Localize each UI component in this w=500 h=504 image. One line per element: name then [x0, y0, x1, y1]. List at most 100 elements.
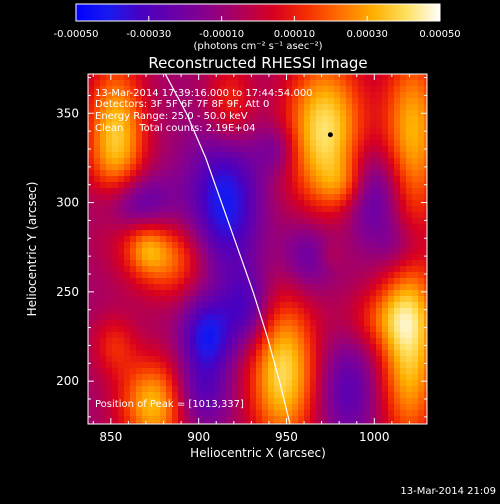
heatmap-cell [112, 272, 119, 279]
heatmap-cell [148, 422, 155, 424]
heatmap-cell [232, 314, 239, 321]
heatmap-cell [178, 224, 185, 231]
heatmap-cell [214, 368, 221, 375]
heatmap-cell [172, 266, 179, 273]
heatmap-cell [118, 176, 125, 183]
heatmap-cell [184, 116, 191, 123]
heatmap-cell [328, 128, 335, 135]
heatmap-cell [304, 92, 311, 99]
heatmap-cell [412, 80, 419, 87]
heatmap-cell [184, 404, 191, 411]
heatmap-cell [160, 278, 167, 285]
heatmap-cell [394, 122, 401, 129]
heatmap-cell [214, 116, 221, 123]
heatmap-cell [400, 86, 407, 93]
heatmap-cell [406, 188, 413, 195]
heatmap-cell [148, 314, 155, 321]
heatmap-cell [136, 194, 143, 201]
heatmap-cell [358, 350, 365, 357]
heatmap-cell [118, 74, 125, 81]
heatmap-cell [352, 410, 359, 417]
heatmap-cell [130, 236, 137, 243]
heatmap-cell [418, 314, 425, 321]
heatmap-cell [244, 176, 251, 183]
heatmap-cell [130, 116, 137, 123]
heatmap-cell [244, 296, 251, 303]
heatmap-cell [142, 314, 149, 321]
heatmap-cell [190, 410, 197, 417]
heatmap-cell [370, 410, 377, 417]
heatmap-cell [322, 92, 329, 99]
heatmap-cell [316, 134, 323, 141]
heatmap-cell [358, 200, 365, 207]
heatmap-cell [124, 356, 131, 363]
heatmap-cell [268, 80, 275, 87]
heatmap-cell [208, 404, 215, 411]
heatmap-cell [358, 122, 365, 129]
heatmap-cell [142, 134, 149, 141]
heatmap-cell [124, 140, 131, 147]
heatmap-cell [334, 296, 341, 303]
heatmap-cell [346, 356, 353, 363]
heatmap-cell [238, 98, 245, 105]
heatmap-cell [358, 386, 365, 393]
heatmap-cell [238, 110, 245, 117]
heatmap-cell [244, 266, 251, 273]
heatmap-cell [166, 248, 173, 255]
heatmap-cell [352, 218, 359, 225]
annotation-method: Clean Total counts: 2.19E+04 [95, 123, 255, 134]
heatmap-cell [418, 254, 425, 261]
heatmap-cell [304, 290, 311, 297]
heatmap-cell [280, 272, 287, 279]
heatmap-cell [292, 416, 299, 423]
heatmap-cell [166, 176, 173, 183]
heatmap-cell [316, 182, 323, 189]
heatmap-cell [202, 332, 209, 339]
heatmap-cell [322, 110, 329, 117]
heatmap-cell [178, 344, 185, 351]
heatmap-cell [160, 74, 167, 81]
heatmap-cell [256, 266, 263, 273]
heatmap-cell [376, 386, 383, 393]
heatmap-cell [364, 92, 371, 99]
heatmap-cell [424, 404, 427, 411]
heatmap-cell [214, 392, 221, 399]
heatmap-cell [406, 74, 413, 81]
heatmap-cell [88, 218, 95, 225]
heatmap-cell [334, 194, 341, 201]
heatmap-cell [220, 242, 227, 249]
heatmap-cell [322, 212, 329, 219]
heatmap-cell [268, 170, 275, 177]
heatmap-cell [412, 314, 419, 321]
heatmap-cell [364, 278, 371, 285]
heatmap-cell [406, 260, 413, 267]
heatmap-cell [310, 422, 317, 424]
heatmap-cell [202, 314, 209, 321]
heatmap-cell [190, 116, 197, 123]
heatmap-cell [244, 224, 251, 231]
heatmap-cell [358, 410, 365, 417]
heatmap-cell [154, 116, 161, 123]
heatmap-cell [208, 248, 215, 255]
heatmap-cell [370, 122, 377, 129]
heatmap-cell [88, 302, 95, 309]
heatmap-cell [340, 350, 347, 357]
heatmap-cell [136, 338, 143, 345]
heatmap-cell [172, 200, 179, 207]
heatmap-cell [214, 374, 221, 381]
heatmap-cell [250, 218, 257, 225]
heatmap-cell [160, 86, 167, 93]
heatmap-cell [310, 146, 317, 153]
heatmap-cell [166, 416, 173, 423]
heatmap-cell [316, 266, 323, 273]
heatmap-cell [142, 80, 149, 87]
heatmap-cell [220, 362, 227, 369]
heatmap-cell [400, 254, 407, 261]
heatmap-cell [178, 374, 185, 381]
heatmap-cell [112, 326, 119, 333]
heatmap-cell [190, 422, 197, 424]
heatmap-cell [268, 404, 275, 411]
heatmap-cell [340, 308, 347, 315]
heatmap-cell [370, 230, 377, 237]
heatmap-cell [394, 80, 401, 87]
